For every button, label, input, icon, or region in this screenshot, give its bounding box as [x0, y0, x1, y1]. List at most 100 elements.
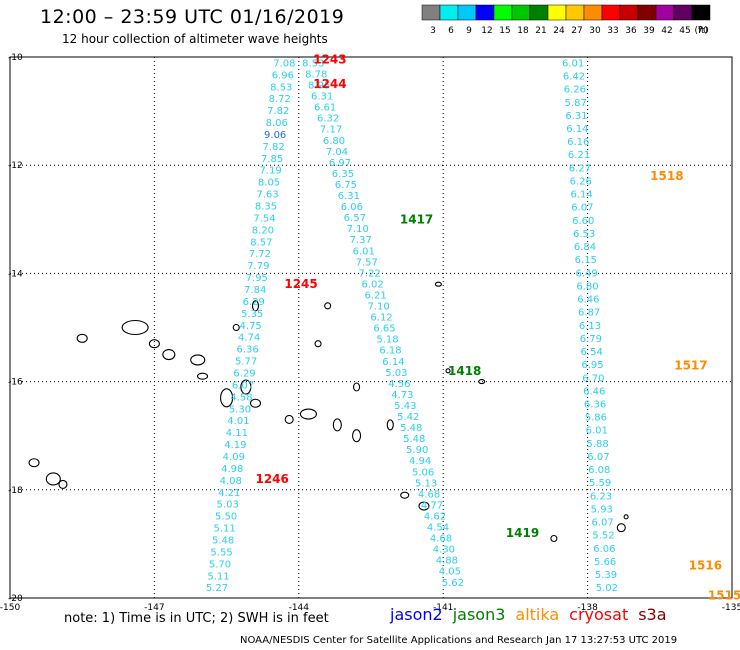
colorbar-label: 70: [697, 26, 709, 36]
wave-height-label: 4.05: [439, 567, 461, 578]
colorbar-label: 45: [679, 26, 690, 36]
wave-height-label: 6.32: [317, 114, 339, 125]
wave-height-label: 6.26: [564, 85, 586, 96]
wave-height-label: 6.46: [577, 295, 599, 306]
wave-height-label: 6.35: [332, 169, 354, 180]
colorbar-label: 6: [448, 26, 454, 36]
wave-height-label: 6.75: [335, 180, 357, 191]
wave-height-label: 6.26: [570, 176, 592, 187]
island-outline: [400, 491, 410, 499]
wave-height-label: 4.09: [223, 452, 245, 463]
wave-height-label: 5.03: [217, 500, 239, 511]
colorbar-label: 15: [499, 26, 510, 36]
island-outline: [162, 348, 176, 361]
island-outline: [76, 333, 88, 343]
island-outline: [251, 300, 260, 312]
wave-height-label: 8.35: [255, 202, 277, 213]
wave-height-label: 7.79: [247, 261, 269, 272]
wave-height-label: 4.73: [391, 390, 413, 401]
wave-height-label: 4.11: [226, 428, 248, 439]
wave-height-label: 4.68: [418, 489, 440, 500]
wave-height-label: 7.22: [359, 268, 381, 279]
pass-time-label: 1245: [284, 277, 317, 291]
satellite-legend-item: s3a: [638, 605, 667, 624]
wave-height-label: 5.93: [591, 504, 613, 515]
wave-height-label: 7.72: [249, 249, 271, 260]
wave-height-label: 6.07: [571, 203, 593, 214]
wave-height-label: 6.84: [574, 242, 596, 253]
wave-height-label: 4.77: [421, 500, 443, 511]
lon-tick-label: -150: [0, 603, 20, 610]
colorbar-label: 24: [553, 26, 565, 36]
wave-height-label: 4.19: [224, 440, 246, 451]
island-outline: [386, 419, 394, 431]
wave-height-label: 6.46: [583, 386, 605, 397]
wave-height-label: 5.66: [594, 557, 616, 568]
wave-height-label: 5.90: [406, 445, 428, 456]
wave-height-label: 7.63: [256, 190, 278, 201]
island-outline: [249, 398, 262, 408]
wave-height-label: 6.23: [590, 491, 612, 502]
legend-note: note: 1) Time is in UTC; 2) SWH is in fe…: [64, 611, 329, 626]
colorbar: 3 6 9 12 15 18 21 24 27 30 33 36 39 42 45 70(ft): [421, 4, 711, 36]
colorbar-label: 18: [517, 26, 529, 36]
wave-height-label: 6.61: [314, 103, 336, 114]
wave-height-label: 6.12: [370, 313, 392, 324]
wave-height-label: 6.36: [236, 345, 258, 356]
wave-height-label: 6.14: [382, 357, 404, 368]
wave-height-label: 7.37: [350, 235, 372, 246]
wave-height-label: 6.21: [364, 290, 386, 301]
wave-height-label: 6.65: [373, 324, 395, 335]
lat-tick-label: -12: [8, 161, 23, 171]
island-outline: [299, 408, 317, 420]
map-subtitle: 12 hour collection of altimeter wave hei…: [62, 32, 328, 46]
island-outline: [232, 323, 240, 332]
wave-height-label: 4.56: [388, 379, 410, 390]
wave-height-label: 7.95: [246, 273, 268, 284]
island-outline: [324, 302, 332, 310]
island-outline: [616, 523, 626, 533]
wave-height-label: 4.21: [218, 488, 240, 499]
colorbar-label: 3: [430, 26, 436, 36]
wave-height-label: 6.97: [329, 158, 351, 169]
satellite-legend-item: jason3: [452, 605, 506, 624]
wave-height-label: 5.27: [206, 583, 228, 594]
map-title: 12:00 – 23:59 UTC 01/16/2019: [40, 6, 345, 28]
wave-height-label: 4.74: [238, 333, 260, 344]
satellite-legend: jason2 jason3 altika cryosat s3a: [390, 605, 677, 624]
satellite-legend-item: cryosat: [569, 605, 629, 624]
island-outline: [434, 281, 442, 287]
colorbar-label: 12: [481, 26, 492, 36]
lat-tick-label: -14: [8, 269, 23, 279]
wave-height-label: 5.87: [565, 98, 587, 109]
wave-height-label: 4.54: [427, 523, 449, 534]
wave-height-label: 6.80: [576, 281, 598, 292]
lat-tick-label: -20: [8, 594, 23, 604]
island-outline: [418, 501, 430, 511]
wave-height-label: 5.86: [585, 413, 607, 424]
island-outline: [478, 379, 486, 385]
island-outline: [121, 319, 149, 336]
wave-height-label: 5.48: [403, 434, 425, 445]
wave-height-label: 5.11: [207, 571, 229, 582]
wave-height-label: 8.06: [266, 118, 288, 129]
island-outline: [58, 479, 68, 489]
wave-height-label: 8.57: [250, 237, 272, 248]
wave-height-label: 6.06: [593, 544, 615, 555]
wave-height-label: 7.17: [320, 125, 342, 136]
wave-height-label: 6.29: [243, 297, 265, 308]
island-outline: [190, 354, 206, 366]
wave-height-label: 7.84: [244, 285, 266, 296]
island-outline: [28, 458, 40, 468]
island-outline: [284, 414, 294, 425]
wave-height-label: 5.06: [412, 467, 434, 478]
wave-height-label: 6.95: [581, 360, 603, 371]
island-outline: [314, 340, 322, 348]
island-outline: [353, 382, 361, 392]
island-outline: [550, 534, 558, 543]
island-outline: [623, 514, 629, 520]
wave-height-label: 6.21: [568, 150, 590, 161]
wave-height-label: 5.43: [394, 401, 416, 412]
altimeter-map: -150 -147 -144 -141 -138 -135 -10 -12 -14 -16 -18 -…: [0, 53, 740, 610]
colorbar-unit: (ft): [694, 26, 708, 36]
